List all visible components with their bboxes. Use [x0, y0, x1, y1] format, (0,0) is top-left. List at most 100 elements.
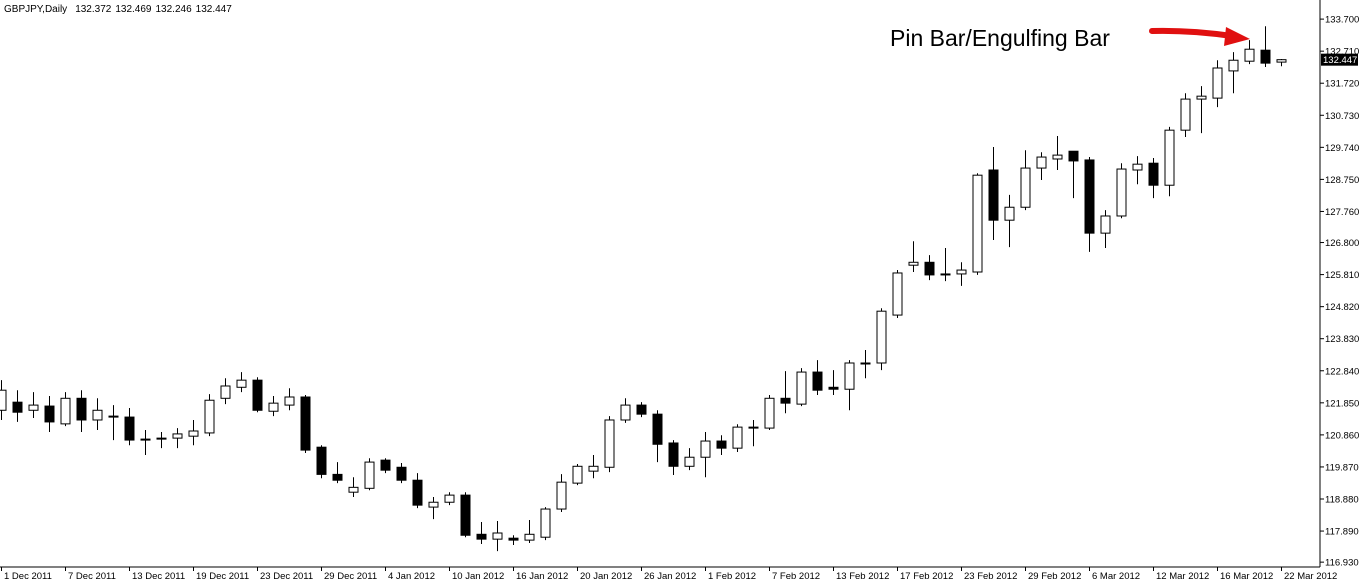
candle-body [668, 442, 679, 467]
x-tick-label: 16 Mar 2012 [1220, 571, 1273, 582]
y-tick-label: 118.880 [1325, 494, 1359, 505]
x-tick-label: 17 Feb 2012 [900, 571, 953, 582]
candle-body [1244, 48, 1255, 62]
candle-body [1084, 159, 1095, 234]
candle-body [828, 386, 839, 390]
candle-body [860, 362, 871, 365]
candle-body [716, 440, 727, 449]
candle-body [188, 430, 199, 437]
price-marker [1321, 53, 1358, 66]
candle-body [956, 269, 967, 275]
chart-header: GBPJPY,Daily 132.372 132.469 132.246 132.447 [4, 4, 232, 15]
x-tick-label: 23 Feb 2012 [964, 571, 1017, 582]
candle-body [1260, 49, 1271, 64]
candle-body [428, 501, 439, 508]
candle-body [476, 533, 487, 540]
candle-body [796, 371, 807, 405]
candle-body [412, 479, 423, 506]
candle-body [1276, 59, 1287, 63]
y-tick-label: 126.800 [1325, 238, 1359, 249]
candle-body [140, 438, 151, 441]
candle-body [732, 426, 743, 449]
x-tick-label: 19 Dec 2011 [196, 571, 249, 582]
candle-body [764, 397, 775, 429]
x-tick-label: 23 Dec 2011 [260, 571, 313, 582]
y-tick-label: 125.810 [1325, 270, 1359, 281]
x-tick-label: 13 Feb 2012 [836, 571, 889, 582]
candle-body [380, 459, 391, 471]
x-tick-label: 1 Dec 2011 [4, 571, 52, 582]
candle-body [940, 273, 951, 276]
x-tick-label: 29 Feb 2012 [1028, 571, 1081, 582]
candle-body [460, 494, 471, 536]
candle-body [220, 385, 231, 399]
arrow-head [1224, 27, 1250, 46]
x-tick-label: 12 Mar 2012 [1156, 571, 1209, 582]
candle-body [1036, 156, 1047, 169]
candle-body [28, 404, 39, 411]
x-tick-label: 10 Jan 2012 [452, 571, 504, 582]
header-low: 132.246 [156, 4, 193, 15]
candle-body [508, 537, 519, 541]
y-tick-label: 133.700 [1325, 15, 1359, 26]
candle-body [1116, 168, 1127, 217]
candle-body [684, 456, 695, 467]
candles [0, 26, 1287, 552]
candle-body [572, 465, 583, 484]
candle-body [700, 440, 711, 458]
header-close: 132.447 [196, 4, 233, 15]
candle-body [396, 466, 407, 481]
candle-body [588, 465, 599, 472]
header-high: 132.469 [115, 4, 152, 15]
candle-body [652, 413, 663, 445]
candle-body [972, 174, 983, 273]
candle-body [316, 446, 327, 475]
x-tick-label: 7 Feb 2012 [772, 571, 820, 582]
candle-body [748, 426, 759, 429]
annotation-arrow [1149, 27, 1250, 46]
y-tick-label: 128.750 [1325, 175, 1359, 186]
candle-body [284, 396, 295, 406]
x-tick-label: 22 Mar 2012 [1284, 571, 1337, 582]
candle-body [44, 405, 55, 423]
candle-body [1180, 98, 1191, 131]
price-marker-label: 132.447 [1323, 55, 1357, 66]
candle-body [1068, 150, 1079, 162]
candle-body [364, 461, 375, 489]
candle-body [908, 261, 919, 266]
candle-body [604, 419, 615, 468]
candle-body [204, 399, 215, 434]
x-tick-label: 16 Jan 2012 [516, 571, 568, 582]
candle-body [988, 169, 999, 221]
y-tick-label: 121.850 [1325, 398, 1359, 409]
y-tick-label: 124.820 [1325, 302, 1359, 313]
candle-body [1020, 167, 1031, 208]
candle-body [1100, 215, 1111, 234]
candle-body [92, 409, 103, 421]
candle-body [844, 362, 855, 390]
x-tick-label: 1 Feb 2012 [708, 571, 756, 582]
candle-body [12, 401, 23, 413]
candle-body [1132, 163, 1143, 171]
candle-body [76, 397, 87, 421]
candle-body [236, 379, 247, 388]
candle-body [156, 437, 167, 440]
y-tick-label: 117.890 [1325, 527, 1359, 538]
x-tick-label: 7 Dec 2011 [68, 571, 116, 582]
y-tick-label: 129.740 [1325, 143, 1359, 154]
candle-body [1164, 129, 1175, 186]
arrow-shaft [1149, 27, 1235, 39]
candle-body [636, 404, 647, 415]
y-tick-label: 130.730 [1325, 111, 1359, 122]
y-tick-label: 119.870 [1325, 462, 1359, 473]
candle-body [252, 379, 263, 411]
annotation: Pin Bar/Engulfing Bar [890, 25, 1110, 51]
y-tick-label: 131.720 [1325, 79, 1359, 90]
candle-body [1052, 154, 1063, 160]
candle-body [332, 473, 343, 481]
candle-body [620, 404, 631, 421]
x-tick-label: 6 Mar 2012 [1092, 571, 1140, 582]
